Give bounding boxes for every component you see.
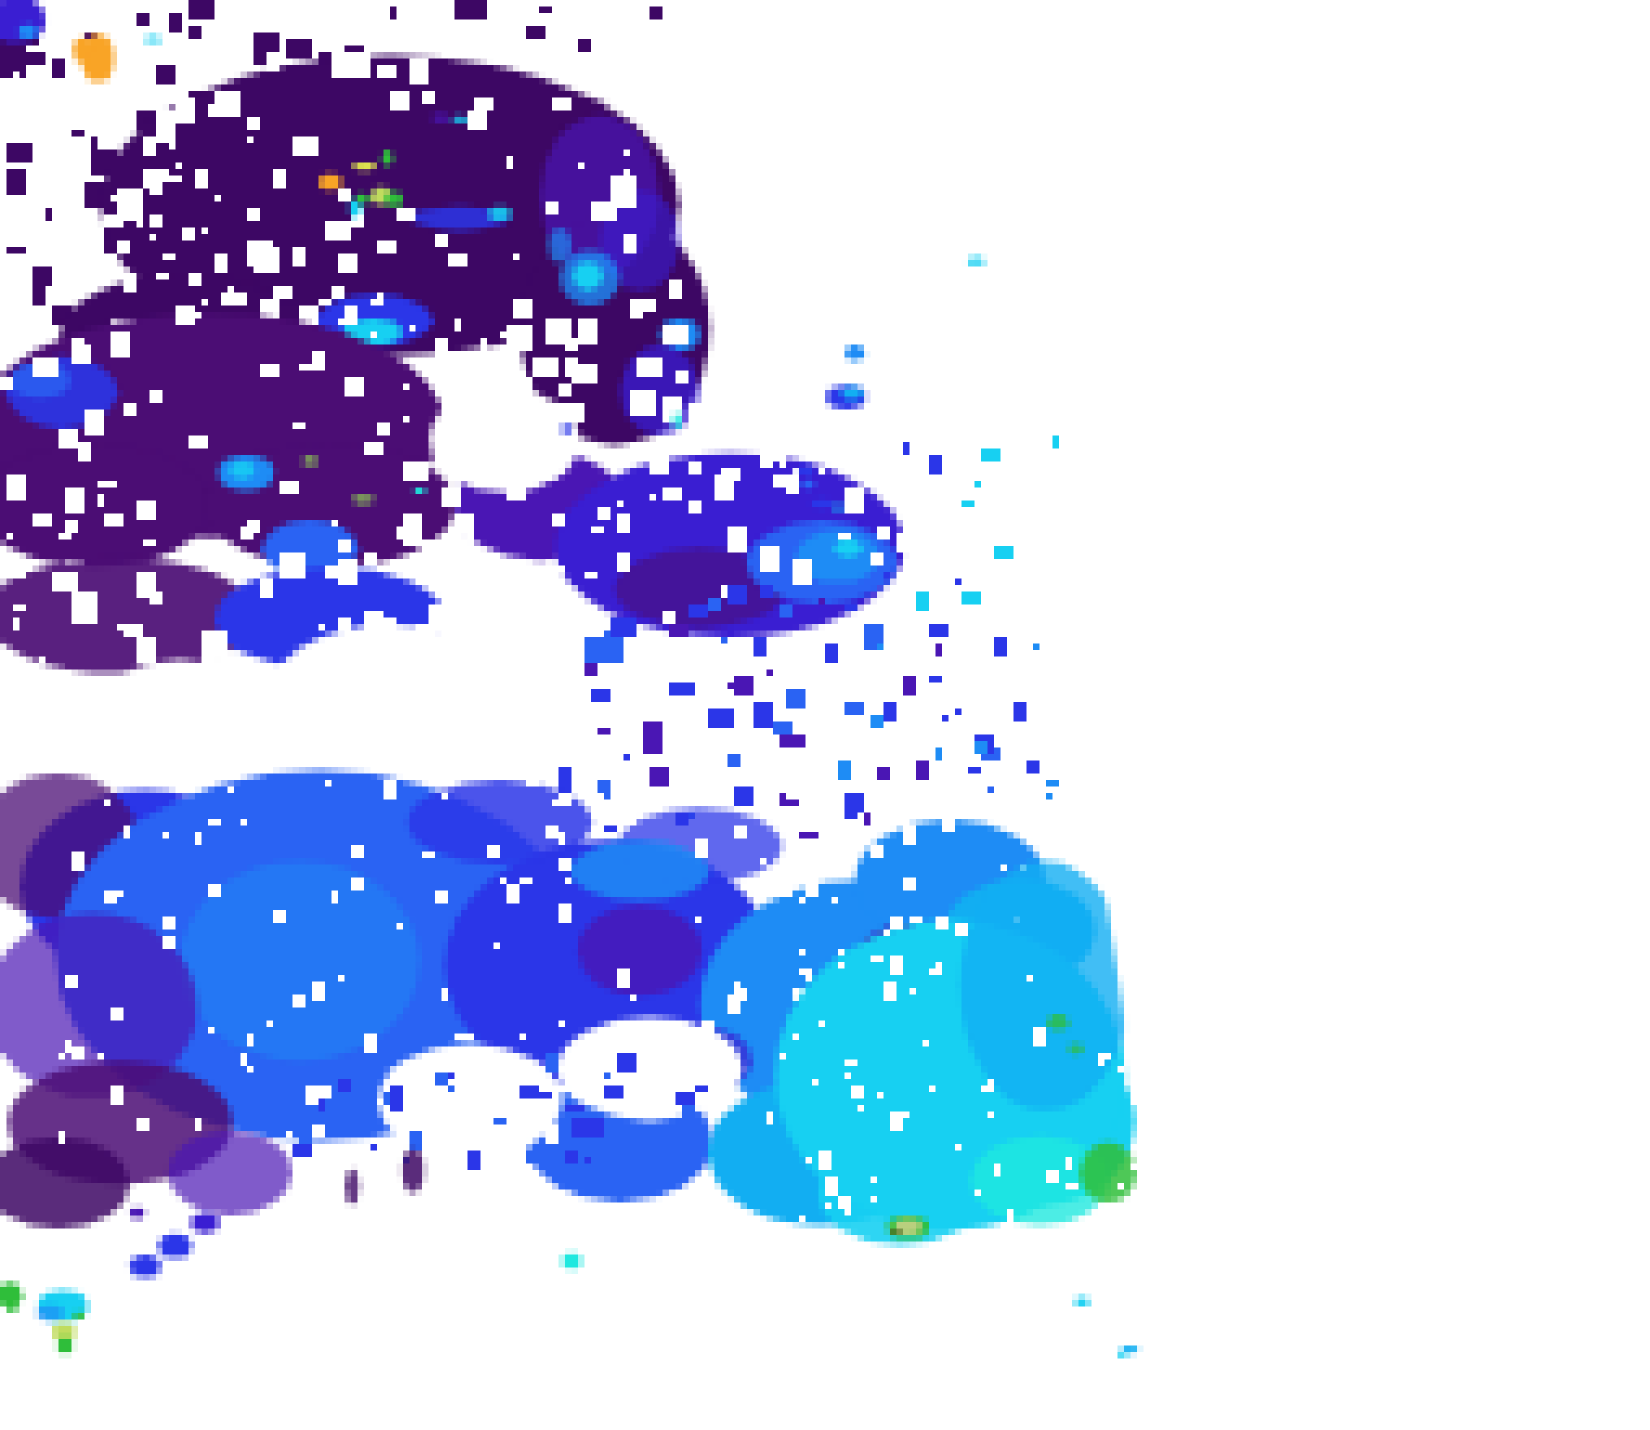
satellite-map-view: [0, 0, 1650, 1430]
ocean-color-raster: [0, 0, 1650, 1430]
